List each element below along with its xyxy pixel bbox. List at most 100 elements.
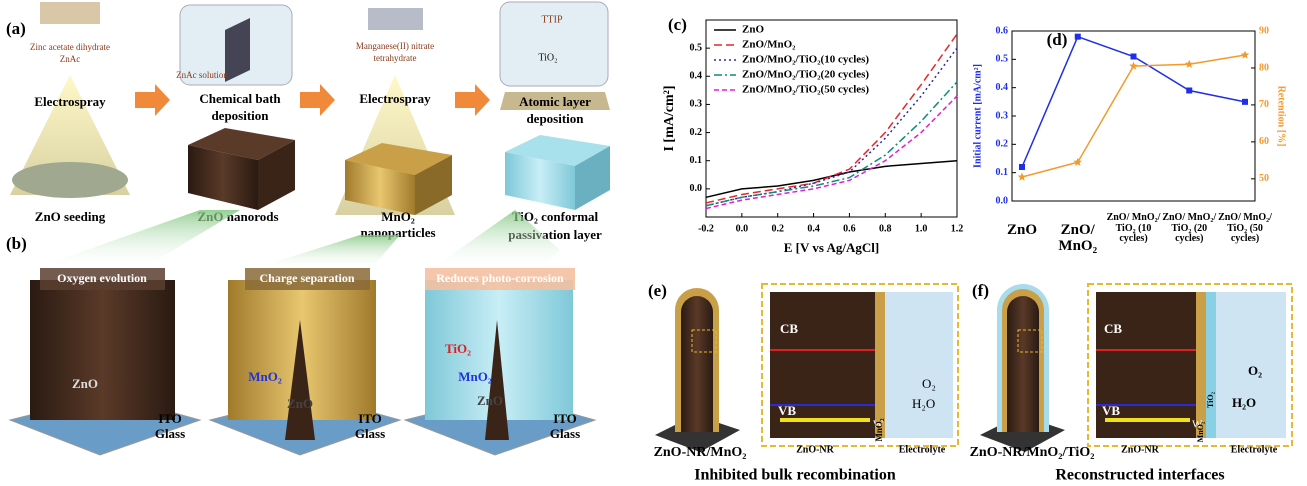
legend-label: ZnO xyxy=(742,24,764,36)
x-category: ZnO/ MnO₂/ TiO₂ (50 cycles) xyxy=(1218,213,1272,244)
caption: Reconstructed interfaces xyxy=(1055,467,1224,484)
x-axis-label: E [V vs Ag/AgCl] xyxy=(784,240,879,255)
marker xyxy=(1017,172,1027,181)
seed-layer xyxy=(12,162,128,198)
legend-label: ZnO/MnO₂ xyxy=(742,39,796,51)
y-tick-label: 0.3 xyxy=(996,110,1009,121)
x-tick-label: 0.4 xyxy=(807,223,820,234)
panel-f: (f) CB VB W O₂ H₂O ZnO-NR MnO₂ TiO₂ Elec… xyxy=(970,281,1293,484)
series-line xyxy=(705,95,958,210)
substrate xyxy=(500,92,610,110)
band: VB xyxy=(778,403,796,418)
x-category: ZnO xyxy=(1006,223,1037,238)
layer: ZnO xyxy=(287,396,313,411)
electrolyte-region xyxy=(1216,292,1286,438)
panel-e: (e) CB VB W O₂ H₂O ZnO-NR MnO₂ Electroly… xyxy=(648,281,959,484)
core xyxy=(485,320,509,440)
marker xyxy=(1240,50,1250,59)
substrate-label: Glass xyxy=(355,426,385,441)
block-top xyxy=(505,135,610,166)
series-line xyxy=(705,81,958,207)
fan xyxy=(430,210,560,270)
species: H₂O xyxy=(912,396,935,411)
panel-label: (a) xyxy=(6,19,26,38)
panel-label: (f) xyxy=(972,281,989,300)
x-category: ZnO/ MnO₂/ TiO₂ (10 cycles) xyxy=(1106,213,1161,244)
y-axis-label: I [mA/cm²] xyxy=(662,85,677,151)
block-side xyxy=(415,155,452,215)
shell-region xyxy=(1196,292,1206,438)
x-tick-label: 0.0 xyxy=(736,223,749,234)
rod-core xyxy=(681,296,713,432)
panel-label: (e) xyxy=(648,281,667,300)
x-tick-label: 1.0 xyxy=(915,223,928,234)
caption: Inhibited bulk recombination xyxy=(694,467,896,484)
x-tick-label: ZnO/ MnO₂/ TiO₂ (10 cycles) xyxy=(1106,213,1161,244)
fan xyxy=(30,210,240,270)
marker xyxy=(1129,61,1138,70)
banner: Oxygen evolution xyxy=(57,271,147,285)
band: CB xyxy=(1104,321,1122,336)
substrate-label: ITO xyxy=(158,411,182,426)
band: CB xyxy=(780,321,798,336)
y-tick-label: 0.1 xyxy=(690,155,703,166)
x-tick-label: ZnO xyxy=(1006,223,1037,238)
series-line xyxy=(705,33,958,204)
nanorods xyxy=(30,280,175,420)
layer: MnO₂ xyxy=(458,369,492,384)
structure: ZnO-NR/MnO₂ xyxy=(654,445,747,460)
precursor: Zinc acetate dihydrate xyxy=(30,42,110,52)
banner-bg xyxy=(425,268,575,290)
arrow xyxy=(455,84,490,116)
legend-label: ZnO/MnO₂/TiO₂(50 cycles) xyxy=(742,84,869,96)
stage: MnO₂ xyxy=(381,209,415,224)
banner-bg xyxy=(40,268,165,290)
marker xyxy=(1073,157,1083,166)
region-label: MnO₂ xyxy=(1196,421,1205,442)
species: H₂O xyxy=(1232,395,1256,410)
solution: ZnAc solution xyxy=(176,70,228,80)
species: O₂ xyxy=(1248,363,1262,378)
step: Chemical bath xyxy=(199,91,281,106)
stage: ZnO seeding xyxy=(35,209,106,224)
block-side xyxy=(575,146,610,210)
x-tick-label: 0.2 xyxy=(771,223,784,234)
step: Electrospray xyxy=(34,94,106,109)
layer: TiO₂ xyxy=(445,341,471,356)
region-label: Electrolyte xyxy=(1231,444,1278,455)
panel-b: (b) Oxygen evolution ZnO ITO Glass Charg… xyxy=(6,210,597,456)
x-tick-label: ZnO/ MnO₂/ TiO₂ (50 cycles) xyxy=(1218,213,1272,244)
vial xyxy=(368,8,423,30)
block-side xyxy=(188,145,258,210)
step: deposition xyxy=(526,111,584,126)
panel-a: (a) Zinc acetate dihydrate ZnAc Electros… xyxy=(6,1,610,242)
legend-label: ZnO/MnO₂/TiO₂(10 cycles) xyxy=(742,54,869,66)
beaker xyxy=(499,1,609,87)
marker xyxy=(1186,87,1193,94)
x-tick-label: -0.2 xyxy=(698,223,714,234)
y2-tick-label: 80 xyxy=(1259,62,1269,73)
region-label: TiO₂ xyxy=(1206,391,1215,408)
block-side xyxy=(505,152,575,210)
band: VB xyxy=(1102,403,1120,418)
block-side xyxy=(345,160,415,215)
substrate-label: ITO xyxy=(553,411,577,426)
substrate-label: Glass xyxy=(550,426,580,441)
coat-region xyxy=(1206,292,1216,438)
region-label: ZnO-NR xyxy=(1121,444,1160,455)
step: Atomic layer xyxy=(519,94,591,109)
series-line xyxy=(1021,54,1246,178)
banner: Charge separation xyxy=(260,271,355,285)
y2-tick-label: 70 xyxy=(1259,99,1269,110)
precursor: TTIP xyxy=(541,14,563,25)
substrate-label: Glass xyxy=(155,426,185,441)
structure: ZnO-NR/MnO₂/TiO₂ xyxy=(970,445,1095,460)
y-tick-label: 0.6 xyxy=(996,25,1009,36)
y-tick-label: 0.2 xyxy=(690,127,703,138)
layer: MnO₂ xyxy=(248,369,282,384)
panel-label: (b) xyxy=(6,234,27,253)
region-label: MnO₂ xyxy=(874,418,884,442)
y2-tick-label: 90 xyxy=(1259,25,1269,36)
block-side xyxy=(258,140,295,210)
core-region xyxy=(770,292,875,438)
